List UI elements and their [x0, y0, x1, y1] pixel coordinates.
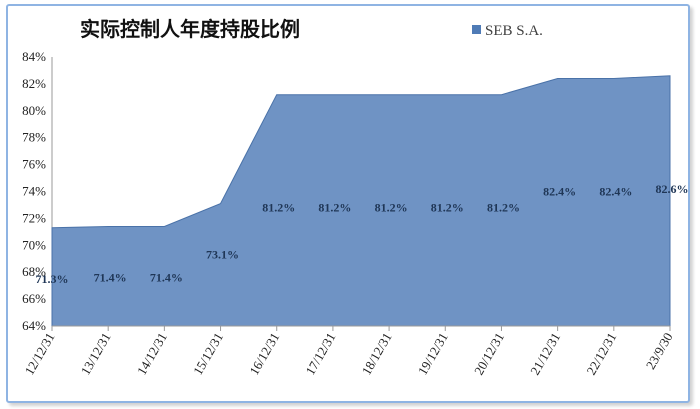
data-label: 81.2%: [487, 201, 520, 215]
y-tick-label: 84%: [22, 49, 46, 64]
data-label: 71.4%: [150, 270, 183, 284]
data-labels: 71.3% 71.4% 71.4% 73.1% 81.2% 81.2% 81.2% 81.2%…: [36, 182, 689, 286]
y-tick-label: 78%: [22, 130, 46, 145]
plot-area: [51, 75, 671, 327]
x-tick-label: 12/12/31: [21, 330, 57, 378]
data-label: 81.2%: [262, 201, 295, 215]
data-label: 81.2%: [375, 201, 408, 215]
y-tick-label: 64%: [22, 318, 46, 333]
x-tick-label: 19/12/31: [415, 330, 451, 378]
y-tick-label: 66%: [22, 291, 46, 306]
chart-title: 实际控制人年度持股比例: [80, 17, 300, 41]
y-tick-label: 80%: [22, 103, 46, 118]
y-tick-label: 68%: [22, 264, 46, 279]
area-series-seb: [51, 75, 671, 327]
data-label: 81.2%: [318, 201, 351, 215]
x-axis: 12/12/31 13/12/31 14/12/31 15/12/31 16/12/31…: [21, 325, 676, 378]
data-label: 71.4%: [94, 270, 127, 284]
y-tick-label: 72%: [22, 210, 46, 225]
legend-label: SEB S.A.: [485, 23, 543, 39]
y-tick-label: 74%: [22, 184, 46, 199]
x-tick-label: 17/12/31: [302, 330, 338, 378]
data-label: 82.4%: [599, 185, 632, 199]
y-tick-label: 76%: [22, 157, 46, 172]
x-tick-label: 15/12/31: [190, 330, 226, 378]
legend: SEB S.A.: [472, 23, 543, 39]
data-label: 82.6%: [656, 182, 689, 196]
y-tick-label: 82%: [22, 76, 46, 91]
x-tick-label: 13/12/31: [78, 330, 114, 378]
x-tick-label: 16/12/31: [246, 330, 282, 378]
data-label: 81.2%: [431, 201, 464, 215]
x-tick-label: 18/12/31: [359, 330, 395, 378]
x-tick-label: 14/12/31: [134, 330, 170, 378]
data-label: 82.4%: [543, 185, 576, 199]
data-label: 71.3%: [36, 272, 69, 286]
x-tick-label: 23/9/30: [643, 330, 676, 372]
data-label: 73.1%: [206, 248, 239, 262]
y-tick-label: 70%: [22, 237, 46, 252]
y-axis: 64% 66% 68% 70% 72% 74% 76% 78% 80% 82% 84%: [22, 49, 53, 333]
x-tick-label: 21/12/31: [527, 330, 563, 378]
legend-marker: [472, 25, 481, 34]
x-tick-label: 20/12/31: [471, 330, 507, 378]
x-tick-label: 22/12/31: [583, 330, 619, 378]
